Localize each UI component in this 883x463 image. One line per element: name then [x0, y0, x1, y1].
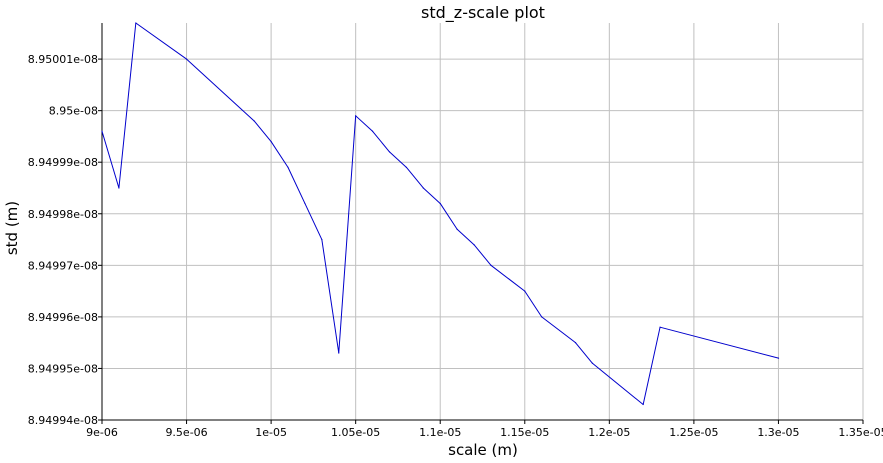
- data-point: [541, 316, 543, 318]
- data-point: [659, 326, 661, 328]
- data-point: [574, 342, 577, 344]
- data-point: [524, 290, 526, 292]
- data-point: [371, 130, 374, 132]
- chart-title: std_z-scale plot: [421, 3, 545, 23]
- data-series: [101, 22, 780, 406]
- y-axis-label: std (m): [3, 201, 21, 255]
- data-point: [777, 357, 780, 359]
- data-point: [388, 151, 391, 153]
- data-point: [591, 362, 594, 364]
- data-point: [185, 58, 188, 60]
- x-tick-label: 9.5e-06: [165, 426, 207, 439]
- x-tick-label: 1.1e-05: [419, 426, 461, 439]
- data-point: [456, 228, 458, 230]
- data-point: [321, 238, 323, 241]
- data-point: [304, 202, 306, 205]
- plot-axes: [98, 23, 864, 424]
- data-point: [118, 187, 120, 189]
- x-tick-label: 1.2e-05: [588, 426, 630, 439]
- y-tick-label: 8.94997e-08: [28, 259, 98, 272]
- data-point: [439, 202, 441, 205]
- x-tick-labels: 9e-06 9.5e-06 1e-05 1.05e-05 1.1e-05 1.15e-05…: [86, 426, 883, 439]
- data-point: [355, 115, 357, 117]
- y-tick-labels: 8.94994e-08 8.94995e-08 8.94996e-08 8.94997…: [28, 53, 98, 427]
- data-point: [642, 403, 644, 406]
- x-axis-label: scale (m): [448, 441, 518, 459]
- data-point: [135, 22, 137, 24]
- y-tick-label: 8.94999e-08: [28, 156, 98, 169]
- x-tick-label: 1.25e-05: [669, 426, 718, 439]
- data-point: [338, 352, 340, 354]
- data-point: [287, 166, 289, 168]
- data-point: [101, 130, 103, 132]
- data-point: [422, 187, 424, 189]
- series-line: [101, 22, 779, 406]
- y-tick-label: 8.95001e-08: [28, 53, 98, 66]
- x-tick-label: 1.15e-05: [500, 426, 549, 439]
- data-point: [473, 244, 475, 246]
- x-tick-label: 1.3e-05: [757, 426, 799, 439]
- x-tick-label: 1.05e-05: [331, 426, 380, 439]
- data-point: [405, 166, 407, 168]
- x-tick-label: 1e-05: [255, 426, 287, 439]
- data-point: [490, 264, 492, 266]
- y-tick-label: 8.94998e-08: [28, 208, 98, 221]
- data-point: [253, 120, 255, 122]
- x-tick-label: 9e-06: [86, 426, 118, 439]
- y-tick-label: 8.94994e-08: [28, 414, 98, 427]
- y-tick-label: 8.95e-08: [49, 105, 98, 118]
- x-tick-label: 1.35e-05: [838, 426, 883, 439]
- y-tick-label: 8.94995e-08: [28, 362, 98, 375]
- data-point: [270, 140, 272, 143]
- y-tick-label: 8.94996e-08: [28, 311, 98, 324]
